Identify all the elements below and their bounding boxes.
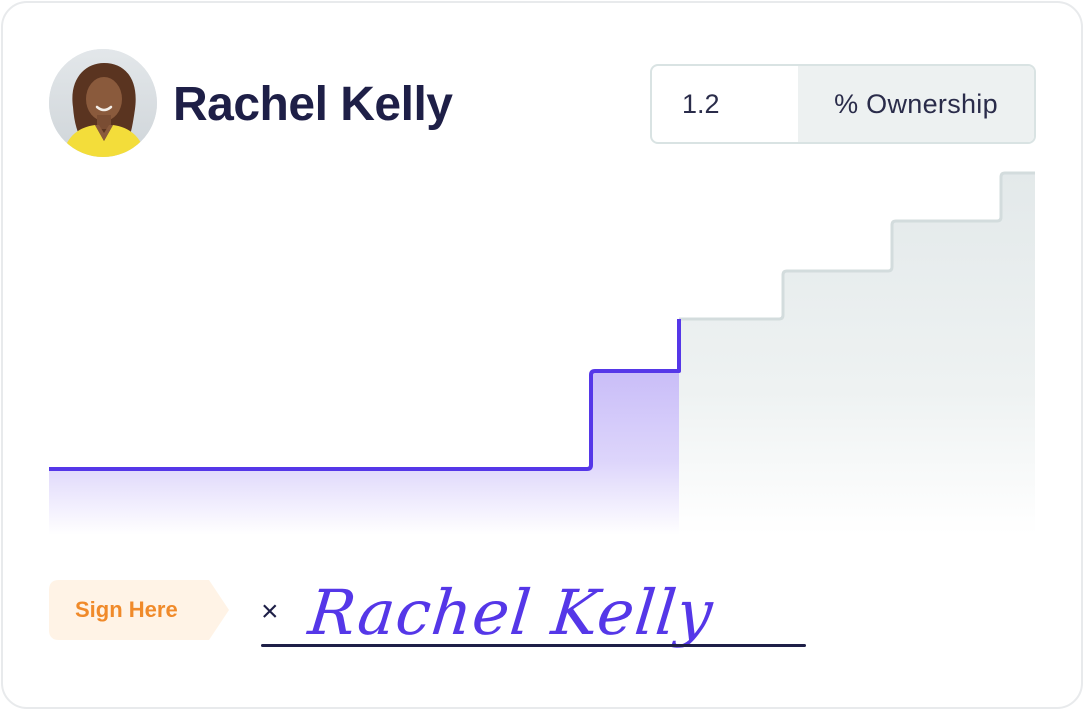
vested-area	[49, 371, 679, 535]
unvested-area	[679, 173, 1035, 535]
ownership-value-input[interactable]: 1.2	[682, 88, 720, 119]
vested-step-line	[49, 319, 681, 471]
sign-here-label: Sign Here	[75, 597, 178, 622]
sign-here-tag: Sign Here	[49, 580, 231, 640]
signature-line	[261, 644, 806, 647]
signature-field[interactable]: Rachel Kelly	[305, 576, 717, 649]
person-name: Rachel Kelly	[173, 78, 453, 131]
sign-x-mark: ×	[261, 595, 279, 628]
avatar	[49, 49, 157, 157]
unvested-step-line	[679, 171, 1035, 321]
person-portrait-icon	[49, 49, 157, 157]
ownership-unit-label: % Ownership	[798, 66, 1034, 142]
ownership-field[interactable]: 1.2 % Ownership	[650, 64, 1036, 144]
